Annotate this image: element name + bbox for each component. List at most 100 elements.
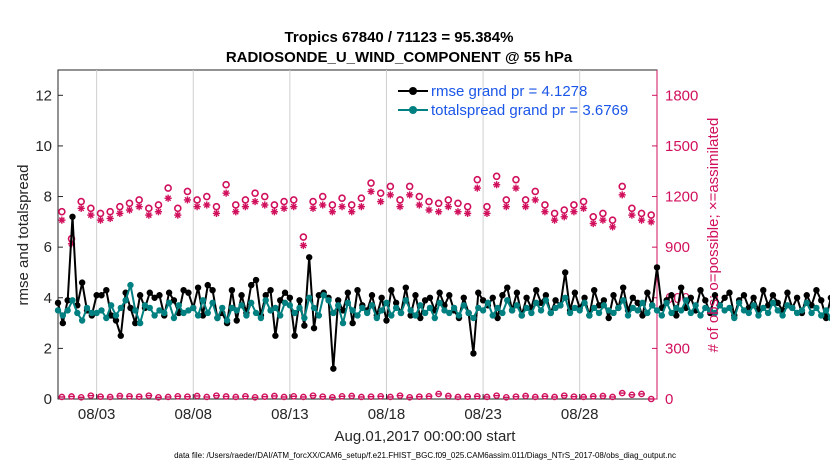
obs-possible-marker: [618, 182, 627, 191]
obs-assimilated-stroke: [261, 201, 268, 208]
rmse-point: [310, 324, 318, 332]
rmse-point: [315, 292, 323, 299]
totalspread-point: [528, 309, 535, 317]
totalspread-point: [228, 304, 236, 312]
obs-assimilated-stroke: [377, 198, 384, 205]
obs-assimilated-stroke: [155, 208, 162, 215]
obs-assimilated-marker: [280, 204, 288, 212]
rmse-point: [301, 322, 308, 329]
obs-possible-marker: [106, 207, 114, 216]
rmse-point: [600, 297, 608, 304]
totalspread-point: [315, 312, 323, 319]
totalspread-point: [194, 312, 202, 319]
obs-assimilated-marker: [531, 196, 539, 204]
obs-possible-marker: [521, 196, 530, 204]
left-y-tick-label: 12: [35, 87, 52, 104]
totalspread-point: [431, 314, 438, 322]
rmse-point: [69, 213, 76, 220]
obs-assimilated-marker: [454, 208, 462, 216]
obs-assimilated-marker: [58, 216, 66, 224]
rmse-point: [354, 286, 361, 294]
totalspread-point: [499, 309, 506, 317]
totalspread-point: [252, 309, 260, 317]
totalspread-point: [165, 299, 173, 307]
totalspread-point: [272, 304, 279, 312]
obs-count-markers: [58, 172, 656, 403]
totalspread-point: [368, 302, 376, 309]
obs-possible-marker: [77, 197, 85, 206]
totalspread-point: [779, 312, 786, 319]
totalspread-point: [774, 307, 781, 314]
obs-assimilated-stroke: [590, 220, 597, 227]
totalspread-point: [238, 302, 245, 309]
obs-possible-marker: [570, 201, 578, 209]
totalspread-point: [59, 312, 67, 319]
obs-assimilated-marker: [599, 216, 607, 224]
obs-assimilated-marker: [270, 208, 279, 216]
obs-assimilated-marker: [560, 213, 568, 221]
rmse-point: [248, 281, 255, 289]
rmse-point: [711, 292, 719, 299]
chart-title-line1: Tropics 67840 / 71123 = 95.384%: [285, 29, 514, 46]
totalspread-point: [325, 297, 332, 304]
obs-possible-marker: [434, 199, 443, 208]
rmse-point: [677, 284, 685, 291]
totalspread-point: [426, 304, 434, 312]
obs-assimilated-marker: [493, 181, 501, 189]
obs-assimilated-stroke: [116, 210, 123, 217]
rmse-point: [436, 289, 443, 296]
rmse-point: [769, 292, 777, 299]
totalspread-point: [262, 297, 269, 304]
obs-assimilated-marker: [96, 216, 105, 224]
obs-assimilated-stroke: [97, 217, 104, 224]
obs-possible-marker: [328, 201, 337, 209]
legend-spread-marker: [409, 106, 417, 114]
rmse-point: [286, 294, 294, 301]
totalspread-point: [610, 309, 617, 317]
obs-possible-marker: [502, 196, 511, 204]
totalspread-point: [349, 307, 356, 314]
totalspread-point: [489, 312, 496, 319]
rmse-point: [644, 289, 651, 296]
obs-possible-marker: [212, 202, 221, 211]
obs-assimilated-stroke: [454, 208, 461, 215]
obs-assimilated-stroke: [406, 191, 413, 198]
obs-possible-marker: [251, 189, 259, 197]
obs-possible-marker: [183, 187, 192, 196]
totalspread-point: [223, 317, 231, 324]
rmse-point: [784, 289, 791, 296]
totalspread-point: [721, 307, 728, 314]
totalspread-point: [687, 309, 695, 317]
obs-assimilated-stroke: [242, 203, 249, 210]
totalspread-point: [726, 304, 733, 312]
obs-assimilated-stroke: [474, 185, 481, 192]
rmse-point: [760, 286, 767, 294]
obs-assimilated-stroke: [290, 203, 297, 210]
rmse-point: [156, 292, 163, 299]
rmse-point: [827, 294, 830, 301]
rmse-point: [334, 297, 342, 304]
totalspread-point: [484, 299, 492, 307]
obs-possible-marker: [347, 201, 356, 209]
totalspread-point: [93, 309, 100, 317]
x-tick-label: 08/08: [174, 406, 212, 423]
totalspread-point: [199, 297, 207, 304]
right-y-tick-label: 1500: [665, 138, 698, 155]
totalspread-point: [755, 312, 762, 319]
obs-assimilated-stroke: [300, 242, 307, 249]
totalspread-point: [402, 297, 410, 304]
rmse-point: [687, 294, 695, 301]
rmse-point: [822, 314, 830, 322]
obs-assimilated-stroke: [416, 201, 423, 208]
totalspread-point: [750, 302, 757, 309]
totalspread-point: [339, 319, 347, 327]
obs-assimilated-marker: [522, 203, 530, 211]
rmse-point: [702, 297, 709, 304]
obs-assimilated-marker: [125, 206, 134, 214]
obs-assimilated-marker: [299, 241, 307, 250]
obs-possible-marker: [193, 196, 201, 204]
obs-possible-marker: [125, 199, 134, 208]
rmse-point: [446, 292, 453, 299]
obs-assimilated-marker: [154, 208, 163, 216]
totalspread-point: [692, 302, 699, 309]
